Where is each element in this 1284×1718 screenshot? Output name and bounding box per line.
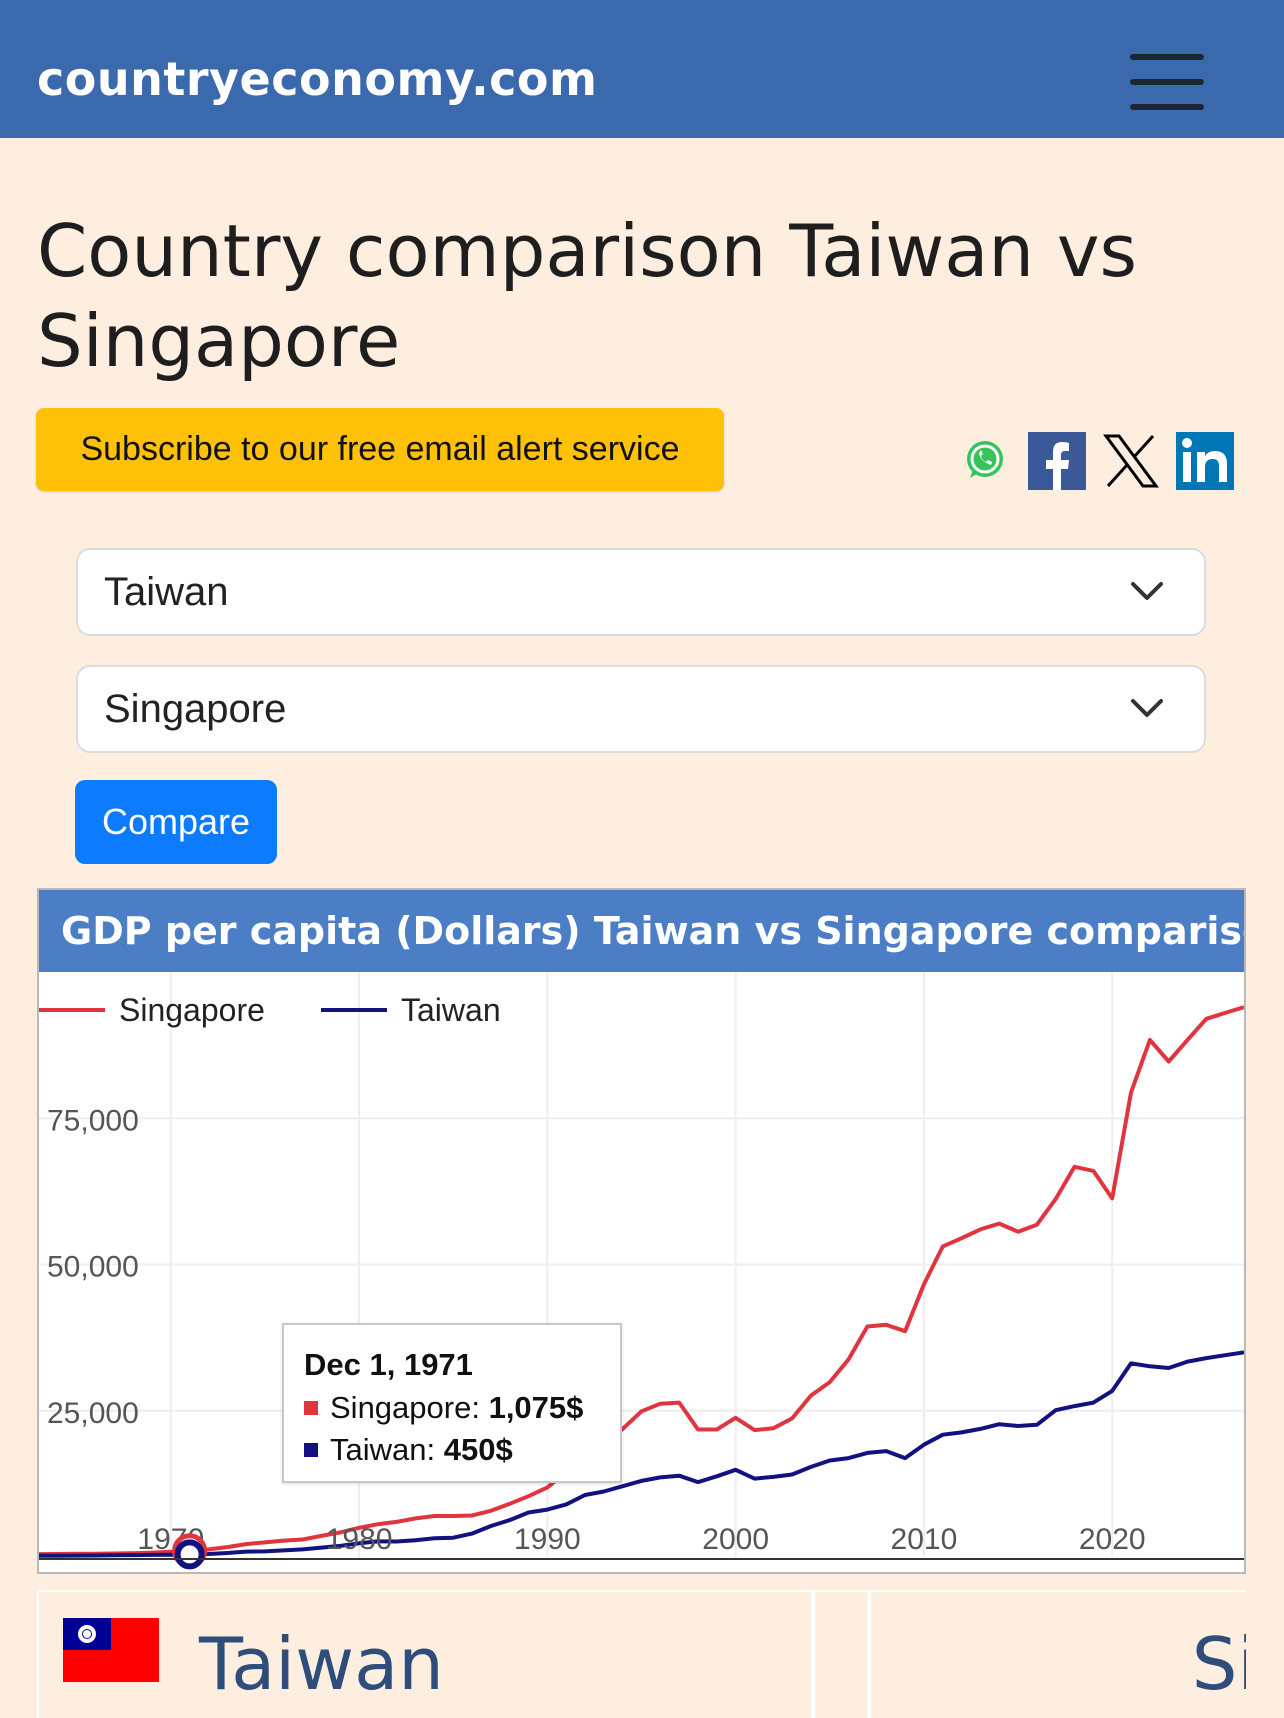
tooltip-series-name: Singapore xyxy=(330,1390,472,1425)
tooltip-date: Dec 1, 1971 xyxy=(304,1347,473,1382)
country2-value: Singapore xyxy=(104,686,287,731)
x-icon[interactable] xyxy=(1102,432,1160,490)
site-logo[interactable]: countryeconomy.com xyxy=(37,52,598,106)
taiwan-color-square xyxy=(304,1443,318,1457)
comparison-header-row: Taiwan Sir xyxy=(37,1590,1246,1718)
legend-label-singapore[interactable]: Singapore xyxy=(119,992,265,1028)
series-line-taiwan[interactable] xyxy=(39,1350,1244,1558)
series-line-singapore[interactable] xyxy=(39,1005,1244,1557)
whatsapp-icon[interactable] xyxy=(962,436,1008,482)
chart-title: GDP per capita (Dollars) Taiwan vs Singa… xyxy=(39,890,1244,972)
taiwan-flag-icon xyxy=(63,1618,159,1682)
chevron-down-icon xyxy=(1131,699,1163,717)
hover-marker-taiwan xyxy=(174,1539,205,1570)
tooltip-row-taiwan: Taiwan: 450$ xyxy=(304,1432,513,1468)
country1-select[interactable]: Taiwan xyxy=(76,548,1206,636)
chevron-down-icon xyxy=(1131,582,1163,600)
x-tick-label: 1990 xyxy=(514,1523,581,1556)
x-tick-label: 1980 xyxy=(326,1523,393,1556)
chart-tooltip: Dec 1, 1971 Singapore: 1,075$ Taiwan: 45… xyxy=(282,1323,622,1483)
hamburger-menu-icon[interactable] xyxy=(1130,54,1204,110)
legend-label-taiwan[interactable]: Taiwan xyxy=(401,992,501,1028)
compare-button[interactable]: Compare xyxy=(75,780,277,864)
linkedin-icon[interactable] xyxy=(1176,432,1234,490)
spacer-cell xyxy=(813,1590,869,1718)
x-tick-label: 2000 xyxy=(702,1523,769,1556)
y-tick-label: 50,000 xyxy=(47,1251,139,1284)
tooltip-value: 450$ xyxy=(443,1432,513,1467)
country1-header-cell: Taiwan xyxy=(37,1590,813,1718)
x-tick-label: 2020 xyxy=(1079,1523,1146,1556)
subscribe-button[interactable]: Subscribe to our free email alert servic… xyxy=(36,408,724,491)
page-title: Country comparison Taiwan vs Singapore xyxy=(37,209,1138,383)
y-tick-label: 75,000 xyxy=(47,1104,139,1137)
country1-name: Taiwan xyxy=(199,1622,444,1706)
country2-name: Sir xyxy=(1191,1622,1246,1706)
x-tick-label: 2010 xyxy=(891,1523,958,1556)
singapore-color-square xyxy=(304,1401,318,1415)
country2-select[interactable]: Singapore xyxy=(76,665,1206,753)
tooltip-row-singapore: Singapore: 1,075$ xyxy=(304,1390,583,1426)
facebook-icon[interactable] xyxy=(1028,432,1086,490)
y-tick-label: 25,000 xyxy=(47,1397,139,1430)
tooltip-series-name: Taiwan xyxy=(330,1432,427,1467)
gdp-chart-panel: GDP per capita (Dollars) Taiwan vs Singa… xyxy=(37,888,1246,1574)
country2-header-cell: Sir xyxy=(869,1590,1246,1718)
top-navbar: countryeconomy.com xyxy=(0,0,1284,138)
country1-value: Taiwan xyxy=(104,569,229,614)
tooltip-value: 1,075$ xyxy=(488,1390,584,1425)
